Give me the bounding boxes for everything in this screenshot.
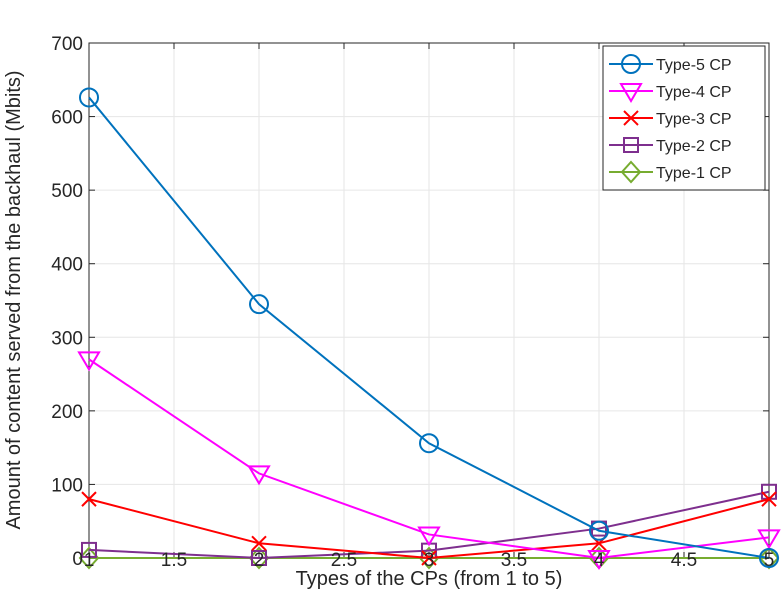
data-point	[79, 87, 99, 108]
legend-item: Type-4 CP	[609, 83, 732, 103]
y-tick-label: 400	[51, 255, 83, 276]
x-tick-label: 4	[594, 550, 605, 571]
data-point	[757, 529, 781, 550]
data-point	[251, 550, 267, 566]
series-line	[88, 96, 770, 559]
data-point	[419, 433, 439, 454]
x-tick-label: 1.5	[161, 550, 187, 571]
legend-item: Type-3 CP	[609, 110, 732, 128]
x-tick-label: 2	[254, 550, 265, 571]
y-axis-label: Amount of content served from the backha…	[3, 70, 25, 529]
y-tick-label: 100	[51, 475, 83, 496]
y-tick-label: 600	[51, 108, 83, 129]
series-type-3-cp	[81, 491, 777, 566]
series-type-4-cp	[77, 351, 781, 570]
data-point	[587, 550, 611, 570]
x-tick-label: 3.5	[501, 550, 527, 571]
y-tick-label: 500	[51, 181, 83, 202]
series-line	[88, 490, 770, 560]
data-point	[251, 535, 267, 551]
data-point	[81, 491, 97, 507]
data-point	[249, 294, 269, 315]
legend-label: Type-4 CP	[656, 84, 732, 101]
x-tick-label: 4.5	[671, 550, 697, 571]
legend-label: Type-5 CP	[656, 57, 732, 74]
y-tick-label: 700	[51, 34, 83, 55]
legend-marker	[621, 54, 641, 74]
legend-item: Type-5 CP	[609, 54, 732, 74]
data-point	[417, 526, 441, 547]
legend-item: Type-1 CP	[609, 160, 732, 184]
legend: Type-5 CP Type-4 CP Type-3 CP Type-2 CP Type…	[602, 45, 766, 191]
legend-marker	[623, 110, 639, 126]
legend-label: Type-2 CP	[656, 138, 732, 155]
legend-label: Type-3 CP	[656, 111, 732, 128]
x-tick-label: 5	[764, 550, 775, 571]
data-point	[761, 491, 777, 507]
data-point	[759, 548, 779, 568]
x-tick-label: 2.5	[331, 550, 357, 571]
data-point	[421, 550, 437, 566]
x-tick-label: 1	[84, 550, 95, 571]
legend-label: Type-1 CP	[656, 165, 732, 182]
data-series	[77, 87, 781, 570]
legend-marker	[620, 160, 642, 184]
tick-labels: 1 1.5 2 2.5 3 3.5 4 4.5 5 0 100 200 300 400 500 600 700	[51, 34, 774, 571]
series-line	[88, 358, 770, 560]
data-point	[81, 541, 97, 558]
legend-marker	[623, 137, 639, 153]
data-point	[247, 465, 271, 486]
series-type-5-cp	[79, 87, 779, 568]
y-tick-label: 300	[51, 328, 83, 349]
y-tick-label: 0	[72, 549, 83, 570]
series-type-2-cp	[81, 483, 777, 566]
x-axis-label: Types of the CPs (from 1 to 5)	[296, 568, 563, 590]
data-point	[589, 520, 609, 541]
legend-item: Type-2 CP	[609, 137, 732, 155]
legend-marker	[619, 83, 643, 103]
data-point	[77, 351, 101, 372]
x-tick-label: 3	[424, 550, 435, 571]
y-tick-label: 200	[51, 402, 83, 423]
